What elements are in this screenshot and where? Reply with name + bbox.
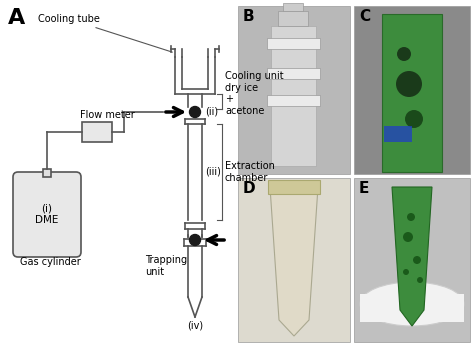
Bar	[360, 294, 464, 322]
Text: (iv): (iv)	[187, 321, 203, 331]
Circle shape	[397, 47, 411, 61]
Bar	[283, 3, 303, 11]
Text: (ii): (ii)	[205, 107, 218, 117]
Bar	[271, 26, 316, 166]
Text: A: A	[8, 8, 25, 28]
Bar	[268, 180, 320, 194]
Circle shape	[403, 232, 413, 242]
FancyBboxPatch shape	[13, 172, 81, 257]
Text: Cooling tube: Cooling tube	[38, 14, 173, 52]
Circle shape	[413, 256, 421, 264]
Text: B: B	[243, 9, 255, 24]
Polygon shape	[392, 187, 432, 326]
Text: E: E	[359, 181, 369, 196]
Circle shape	[405, 110, 423, 128]
Bar	[267, 68, 320, 79]
Text: D: D	[243, 181, 255, 196]
Circle shape	[190, 234, 201, 245]
Circle shape	[407, 213, 415, 221]
Bar	[382, 14, 442, 172]
Circle shape	[190, 107, 201, 118]
Text: (iii): (iii)	[205, 167, 221, 177]
Bar	[267, 95, 320, 106]
FancyBboxPatch shape	[82, 122, 112, 142]
Circle shape	[396, 71, 422, 97]
Bar	[238, 178, 350, 342]
Circle shape	[403, 269, 409, 275]
Bar	[278, 11, 308, 26]
Text: Cooling unit
dry ice
+
acetone: Cooling unit dry ice + acetone	[225, 71, 283, 116]
Bar	[238, 6, 350, 174]
Circle shape	[417, 277, 423, 283]
Bar	[354, 178, 470, 342]
Bar	[43, 169, 51, 177]
Text: (i)
DME: (i) DME	[35, 204, 59, 225]
Bar	[384, 126, 412, 142]
Polygon shape	[270, 187, 318, 336]
Bar	[354, 6, 470, 174]
Text: Trapping
unit: Trapping unit	[145, 255, 187, 277]
Bar	[267, 38, 320, 49]
Ellipse shape	[360, 282, 464, 326]
Text: Extraction
chamber: Extraction chamber	[225, 161, 275, 183]
Text: Gas cylinder: Gas cylinder	[20, 257, 81, 267]
Text: Flow meter: Flow meter	[80, 110, 135, 120]
Text: C: C	[359, 9, 370, 24]
